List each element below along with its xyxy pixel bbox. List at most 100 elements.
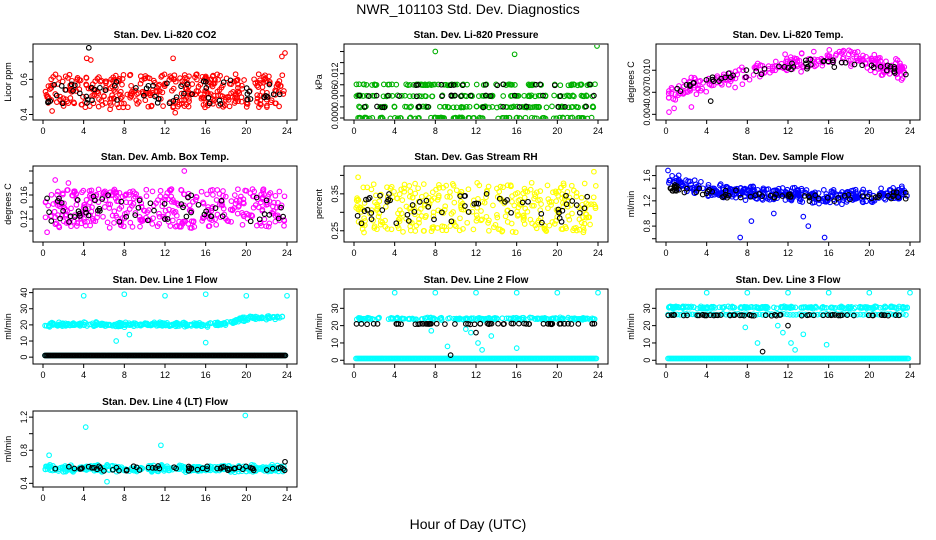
data-point (532, 93, 538, 100)
data-point (260, 74, 267, 80)
data-point (157, 96, 164, 102)
data-point (696, 312, 702, 319)
data-point (120, 72, 127, 78)
data-point (494, 82, 501, 89)
data-point (836, 48, 843, 55)
y-axis-label: ml/min (626, 313, 636, 340)
data-point (68, 81, 75, 88)
data-point (551, 92, 557, 99)
data-point (690, 80, 697, 86)
data-point (804, 63, 811, 70)
data-point (699, 191, 706, 198)
data-point (47, 86, 53, 92)
data-point (753, 68, 760, 75)
data-point (276, 188, 283, 195)
data-point (471, 321, 478, 328)
data-point (665, 312, 672, 319)
data-point (66, 219, 72, 225)
data-point (218, 320, 225, 327)
data-point (429, 93, 436, 100)
data-point (119, 193, 126, 200)
data-point (284, 292, 290, 299)
data-point (569, 103, 576, 110)
data-point (256, 104, 262, 110)
data-point (479, 115, 486, 119)
y-tick-label: 1.6 (642, 169, 652, 182)
data-point (69, 192, 75, 199)
data-point (719, 81, 725, 88)
data-point (370, 217, 376, 224)
data-point (89, 81, 96, 88)
data-point (462, 92, 468, 99)
data-point (46, 209, 52, 215)
data-point (540, 92, 546, 99)
data-point (136, 197, 143, 204)
data-point (814, 311, 821, 318)
data-point (89, 464, 95, 471)
data-point (76, 210, 83, 217)
y-tick-label: 0.16 (19, 186, 29, 204)
data-point (190, 218, 197, 225)
data-point (51, 81, 58, 88)
data-point (357, 115, 364, 119)
data-point (170, 55, 176, 62)
data-point (97, 322, 104, 329)
data-point (466, 114, 472, 119)
data-point (217, 465, 224, 472)
data-point (166, 187, 173, 193)
data-point (356, 92, 363, 99)
data-point (67, 213, 74, 220)
chart-title: Stan. Dev. Line 2 Flow (424, 275, 529, 286)
data-point (128, 82, 134, 89)
data-point (144, 74, 151, 81)
data-point (416, 93, 423, 99)
data-point (273, 83, 280, 90)
data-point (674, 311, 681, 318)
data-point (839, 304, 846, 311)
data-point (83, 93, 90, 100)
y-tick-label: 0.25 (330, 222, 340, 240)
data-point (792, 347, 798, 353)
data-point (872, 69, 878, 76)
data-point (576, 315, 583, 322)
data-point (73, 223, 80, 229)
data-point (516, 104, 523, 110)
data-point (354, 195, 360, 201)
data-point (684, 312, 690, 319)
data-point (718, 312, 724, 318)
data-point (264, 94, 271, 100)
data-point (899, 190, 906, 197)
x-tick-label: 24 (905, 370, 915, 380)
data-point (102, 188, 108, 195)
data-point (90, 100, 97, 107)
y-tick-label: 10 (19, 336, 29, 346)
y-axis-label: degrees C (626, 61, 636, 103)
data-point (363, 114, 369, 119)
data-point (688, 104, 695, 110)
data-point (121, 291, 128, 298)
data-point (486, 227, 492, 234)
data-point (116, 319, 123, 326)
data-point (162, 292, 168, 299)
data-point (779, 193, 786, 199)
data-point (60, 465, 67, 471)
x-tick-label: 4 (81, 248, 86, 258)
data-point (356, 103, 362, 110)
data-point (46, 452, 52, 459)
data-point (748, 218, 755, 224)
data-point (156, 220, 163, 227)
points-layer (665, 167, 910, 241)
data-point (150, 82, 156, 89)
data-point (80, 94, 86, 100)
data-point (242, 412, 249, 419)
data-point (558, 184, 564, 191)
data-point (775, 64, 781, 71)
data-point (415, 82, 421, 88)
x-tick-label: 12 (160, 370, 170, 380)
data-point (195, 201, 202, 208)
y-tick-label: 0.6 (19, 73, 29, 86)
data-point (832, 312, 838, 318)
data-point (220, 188, 226, 194)
data-point (671, 105, 677, 112)
data-point (188, 192, 195, 199)
